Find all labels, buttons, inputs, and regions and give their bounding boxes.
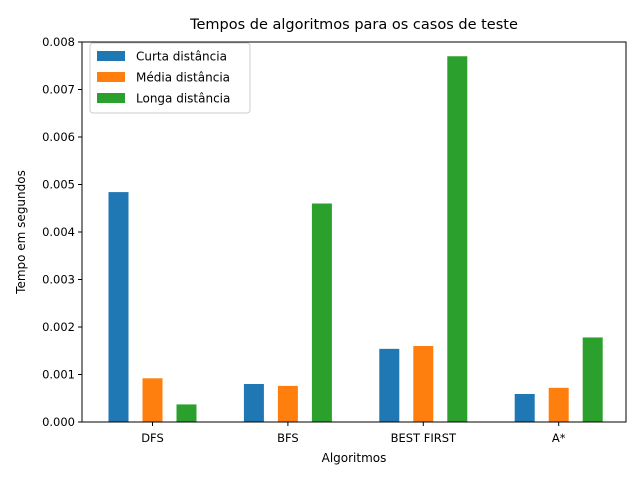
bar-1-2 [243,384,264,422]
y-tick-label: 0.005 [42,178,75,192]
bar-1-1 [108,192,129,422]
bar-2-4 [548,387,569,422]
y-tick-label: 0.008 [42,35,75,49]
y-tick-label: 0.002 [42,320,75,334]
x-tick-label: A* [552,431,566,445]
legend-swatch [97,72,125,82]
x-axis: DFS BFS BEST FIRST A* [141,422,566,445]
bar-2-1 [142,378,163,422]
bar-3-4 [582,337,603,422]
y-tick-label: 0.007 [42,83,75,97]
y-tick-label: 0.006 [42,130,75,144]
y-tick-label: 0.000 [42,415,75,429]
y-tick-label: 0.001 [42,368,75,382]
x-tick-label: BFS [277,431,299,445]
chart-title: Tempos de algoritmos para os casos de te… [189,17,518,33]
x-tick-label: DFS [141,431,164,445]
bars-group [108,56,603,422]
bar-2-3 [413,346,434,422]
x-axis-label: Algoritmos [322,451,387,465]
legend-frame [89,42,251,114]
bar-2-2 [277,385,298,422]
legend-label: Longa distância [136,92,230,106]
legend-label: Média distância [136,71,230,85]
y-axis-label: Tempo em segundos [14,170,28,295]
bar-3-2 [311,203,332,422]
legend-label: Curta distância [136,50,227,64]
bar-3-3 [447,56,468,422]
y-axis: 0.000 0.001 0.002 0.003 0.004 0.005 0.006 0.007… [42,35,82,429]
legend-swatch [97,51,125,61]
x-tick-label: BEST FIRST [391,431,457,445]
bar-1-4 [514,393,535,422]
bar-3-1 [176,404,197,422]
y-tick-label: 0.004 [42,225,75,239]
y-tick-label: 0.003 [42,273,75,287]
legend: Curta distância Média distância Longa dist… [89,42,251,114]
legend-swatch [97,93,125,103]
bar-1-3 [379,348,400,422]
